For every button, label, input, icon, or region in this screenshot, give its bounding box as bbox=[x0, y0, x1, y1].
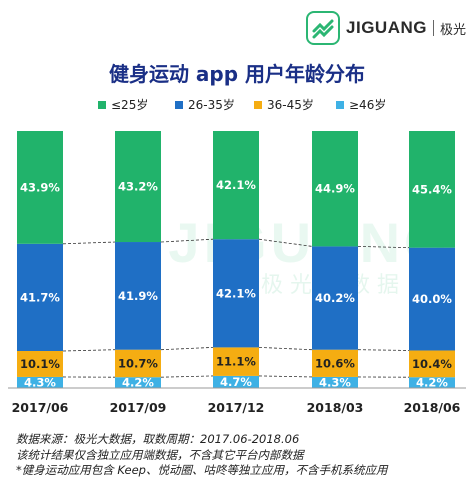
bar-segment bbox=[312, 349, 358, 377]
legend-item: ≥46岁 bbox=[336, 96, 386, 113]
legend-label: ≤25岁 bbox=[111, 98, 149, 112]
connector-line bbox=[357, 349, 410, 351]
x-tick-label: 2018/06 bbox=[404, 400, 461, 415]
bar-segment bbox=[115, 349, 161, 378]
legend-item: 26-35岁 bbox=[175, 96, 235, 113]
data-label: 40.0% bbox=[412, 292, 452, 306]
data-label: 41.7% bbox=[20, 290, 60, 304]
source-line-2: 该统计结果仅含独立应用端数据，不含其它平台内部数据 bbox=[16, 447, 304, 462]
connector-line bbox=[160, 375, 214, 378]
legend-swatch bbox=[254, 100, 262, 109]
bar-segment bbox=[17, 131, 63, 244]
connector-line bbox=[160, 346, 214, 351]
connector-line bbox=[258, 375, 313, 378]
data-label: 11.1% bbox=[216, 355, 256, 369]
data-label: 4.3% bbox=[24, 375, 56, 389]
jiguang-logo-icon bbox=[306, 11, 341, 45]
x-tick-label: 2017/06 bbox=[12, 400, 69, 415]
bar-segment bbox=[312, 376, 358, 388]
bar-segment bbox=[115, 242, 161, 350]
bar-segment bbox=[409, 350, 455, 378]
data-label: 40.2% bbox=[315, 291, 355, 305]
data-label: 41.9% bbox=[118, 289, 158, 303]
bar-segment bbox=[17, 376, 63, 388]
connector-line bbox=[62, 349, 116, 352]
connector-line bbox=[357, 245, 410, 249]
data-label: 45.4% bbox=[412, 182, 452, 196]
connector-line bbox=[258, 238, 313, 247]
legend-swatch bbox=[98, 100, 106, 109]
data-label: 44.9% bbox=[315, 182, 355, 196]
data-label: 4.2% bbox=[416, 376, 448, 390]
legend-swatch bbox=[336, 100, 344, 109]
bar-segment bbox=[312, 131, 358, 247]
data-label: 10.7% bbox=[118, 356, 158, 370]
bar-segment bbox=[213, 131, 259, 240]
brand-name: JIGUANG bbox=[346, 18, 427, 37]
x-tick-label: 2017/09 bbox=[110, 400, 167, 415]
bar-segment bbox=[115, 377, 161, 388]
bar-segment bbox=[312, 246, 358, 350]
brand-divider bbox=[432, 20, 434, 36]
legend-item: 36-45岁 bbox=[254, 96, 314, 113]
source-notes: 数据来源：极光大数据，取数周期：2017.06-2018.06 该统计结果仅含独… bbox=[16, 432, 387, 479]
legend-label: 36-45岁 bbox=[267, 98, 314, 112]
data-label: 10.4% bbox=[412, 357, 452, 371]
legend-item: ≤25岁 bbox=[98, 96, 148, 113]
bar-segment bbox=[409, 377, 455, 388]
brand-logo: JIGUANG 极光 bbox=[306, 8, 466, 48]
bar-segment bbox=[409, 131, 455, 248]
legend-swatch bbox=[175, 100, 183, 109]
bar-segment bbox=[213, 375, 259, 388]
x-tick-label: 2017/12 bbox=[208, 400, 265, 415]
data-label: 4.7% bbox=[220, 375, 252, 389]
connector-line bbox=[160, 238, 214, 243]
source-line-1: 数据来源：极光大数据，取数周期：2017.06-2018.06 bbox=[16, 432, 300, 446]
bar-segment bbox=[409, 247, 455, 351]
connector-line bbox=[258, 346, 313, 351]
brand-name-cn: 极光 bbox=[439, 22, 466, 38]
data-label: 4.2% bbox=[122, 376, 154, 390]
bar-segment bbox=[213, 347, 259, 376]
connector-line bbox=[62, 241, 116, 245]
data-label: 10.1% bbox=[20, 357, 60, 371]
data-label: 42.1% bbox=[216, 286, 256, 300]
data-label: 43.9% bbox=[20, 180, 60, 194]
x-tick-label: 2018/03 bbox=[307, 400, 364, 415]
data-label: 4.3% bbox=[319, 375, 351, 389]
chart-legend: ≤25岁 26-35岁 36-45岁 ≥46岁 bbox=[0, 96, 474, 112]
legend-label: 26-35岁 bbox=[188, 98, 235, 112]
bar-segment bbox=[17, 350, 63, 377]
data-label: 10.6% bbox=[315, 356, 355, 370]
chart-title: 健身运动 app 用户年龄分布 bbox=[108, 62, 366, 86]
bar-segment bbox=[213, 239, 259, 348]
bar-segment bbox=[17, 243, 63, 351]
data-label: 43.2% bbox=[118, 180, 158, 194]
source-line-3: *健身运动应用包含 Keep、悦动圈、咕咚等独立应用，不含手机系统应用 bbox=[16, 463, 388, 477]
legend-label: ≥46岁 bbox=[349, 98, 387, 112]
data-label: 42.1% bbox=[216, 178, 256, 192]
bar-segment bbox=[115, 131, 161, 243]
